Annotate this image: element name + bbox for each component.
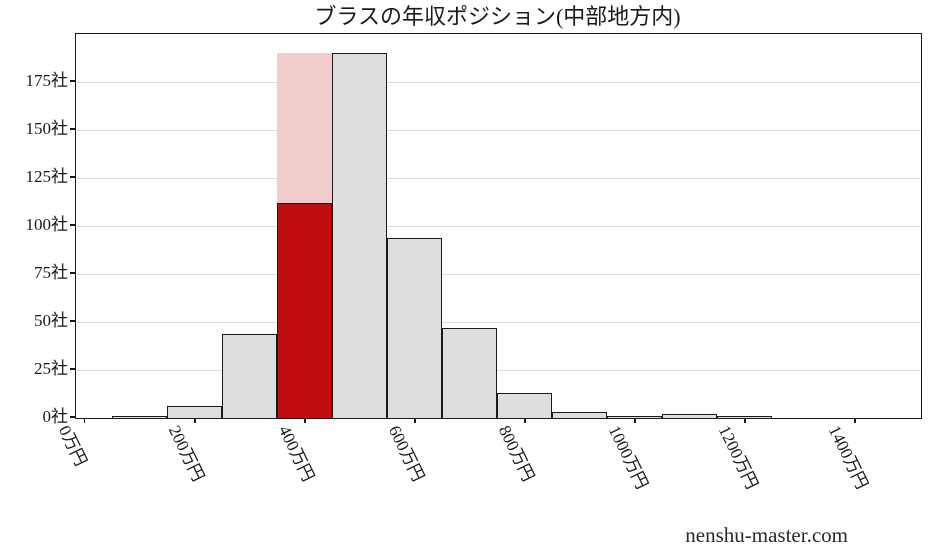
y-axis-tick (70, 176, 75, 178)
highlight-position-bar (277, 202, 333, 418)
y-tick-label: 0社 (42, 407, 69, 426)
plot-area (75, 33, 922, 419)
watermark-text: nenshu-master.com (685, 523, 848, 547)
y-gridline (76, 225, 921, 227)
x-axis-tick (524, 418, 526, 424)
histogram-bar (717, 416, 773, 418)
histogram-bar (222, 333, 278, 418)
y-axis-tick (70, 368, 75, 370)
histogram-bar (332, 53, 388, 418)
histogram-bar (442, 327, 498, 418)
y-axis-tick (70, 224, 75, 226)
x-tick-label-text: 1200万円 (714, 422, 762, 493)
histogram-bar (607, 416, 663, 418)
y-gridline (76, 129, 921, 131)
histogram-bar (497, 393, 553, 418)
x-axis-tick (304, 418, 306, 424)
histogram-bar (662, 414, 718, 418)
y-gridline (76, 81, 921, 83)
y-tick-label: 150社 (25, 119, 69, 138)
y-axis-tick (70, 320, 75, 322)
x-axis-tick (744, 418, 746, 424)
x-tick-label-text: 800万円 (494, 422, 538, 485)
x-axis-tick (84, 418, 86, 424)
y-gridline (76, 321, 921, 323)
y-gridline (76, 273, 921, 275)
y-tick-label: 125社 (25, 167, 69, 186)
x-axis-tick (194, 418, 196, 424)
x-tick-label-text: 1400万円 (824, 422, 872, 493)
x-tick-label-text: 1000万円 (604, 422, 652, 493)
chart-title: ブラスの年収ポジション(中部地方内) (314, 4, 681, 29)
x-tick-label-text: 600万円 (384, 422, 428, 485)
y-axis-tick (70, 128, 75, 130)
y-axis-tick (70, 416, 75, 418)
histogram-bar (112, 416, 168, 418)
x-tick-label-text: 200万円 (164, 422, 208, 485)
y-axis-tick (70, 272, 75, 274)
y-tick-label: 50社 (34, 311, 68, 330)
y-tick-label: 75社 (34, 263, 68, 282)
x-tick-label-text: 400万円 (274, 422, 318, 485)
x-tick-label-text: 0万円 (54, 422, 91, 470)
y-tick-label: 25社 (34, 359, 68, 378)
histogram-bar (167, 406, 223, 418)
y-tick-label: 100社 (25, 215, 69, 234)
y-tick-label: 175社 (25, 71, 69, 90)
y-axis-tick (70, 80, 75, 82)
y-gridline (76, 177, 921, 179)
x-axis-tick (414, 418, 416, 424)
x-axis-tick (634, 418, 636, 424)
histogram-bar (552, 412, 608, 418)
x-axis-tick (854, 418, 856, 424)
y-gridline (76, 369, 921, 371)
histogram-bar (387, 237, 443, 418)
